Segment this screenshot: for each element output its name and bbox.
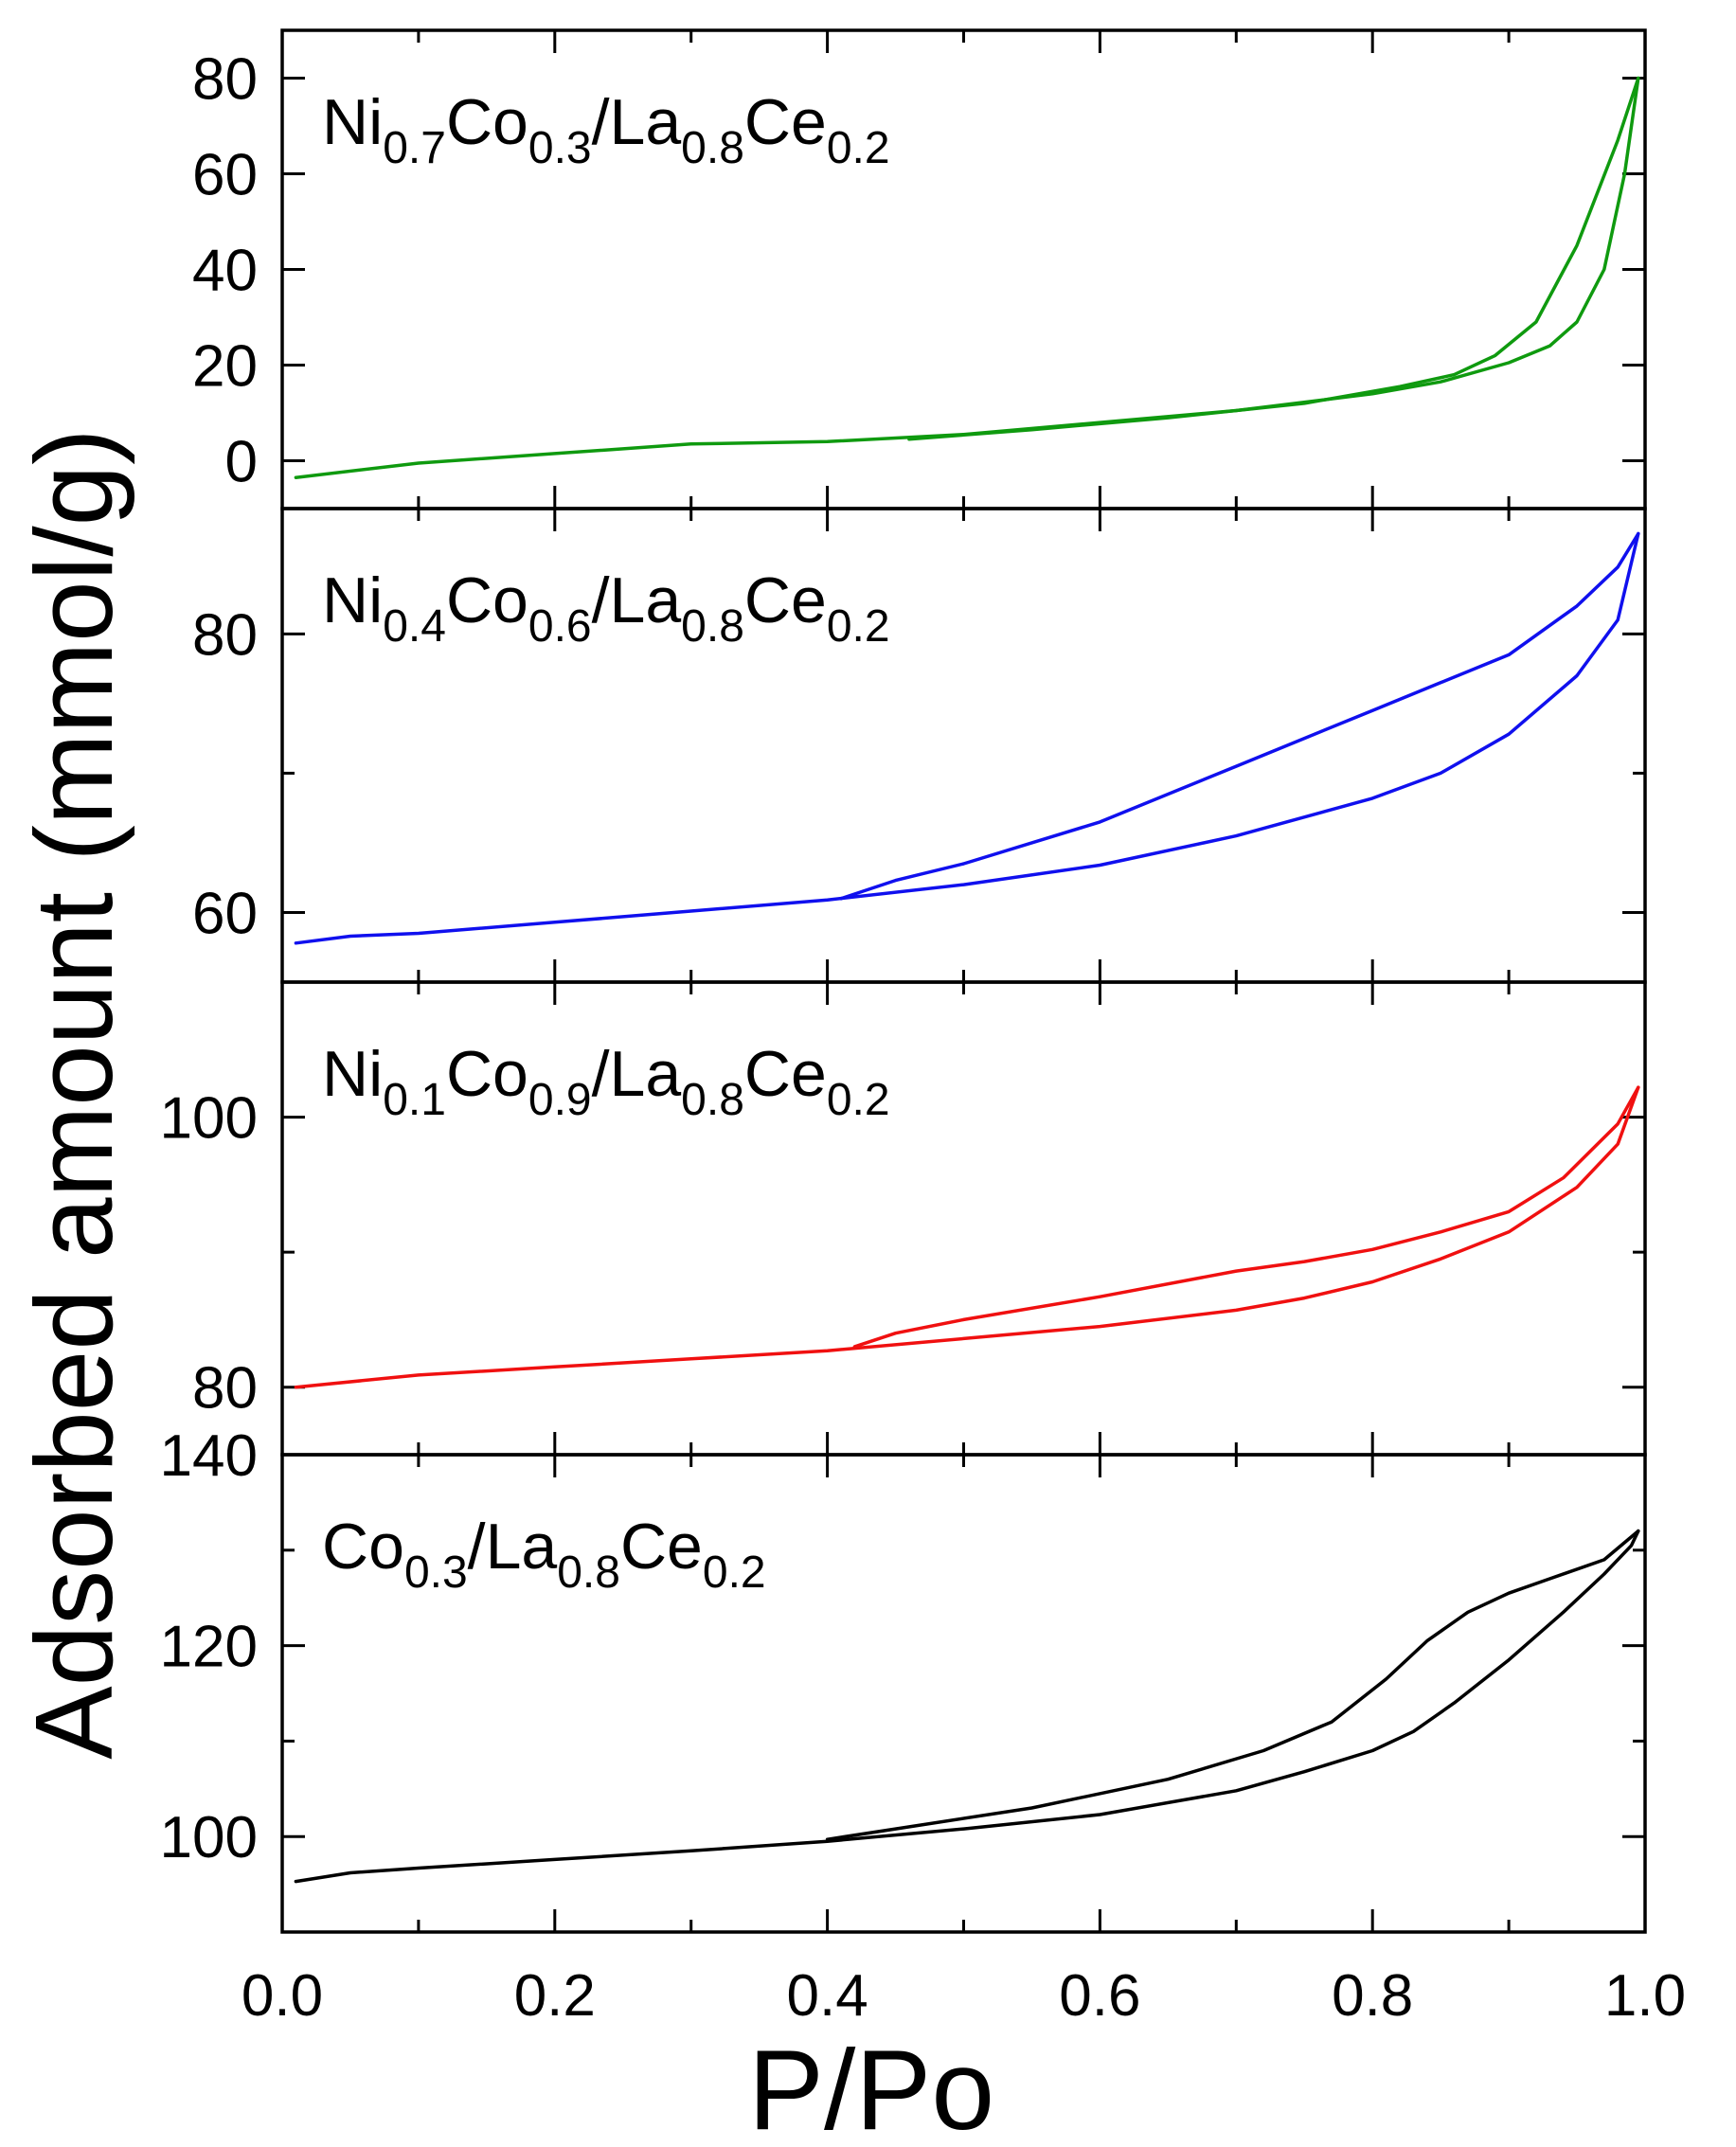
label-subscript: 0.6 bbox=[528, 601, 592, 652]
x-tick-label: 0.6 bbox=[1059, 1963, 1140, 2029]
label-text: Ni bbox=[322, 564, 383, 636]
label-subscript: 0.2 bbox=[827, 1075, 890, 1125]
label-subscript: 0.3 bbox=[528, 123, 592, 173]
y-tick-label: 80 bbox=[192, 1356, 258, 1422]
label-subscript: 0.1 bbox=[383, 1075, 446, 1125]
panel-label: Co0.3/La0.8Ce0.2 bbox=[322, 1511, 766, 1598]
label-text: Co bbox=[322, 1511, 404, 1583]
label-text: Co bbox=[446, 1038, 528, 1110]
label-subscript: 0.8 bbox=[681, 1075, 744, 1125]
label-text: Ni bbox=[322, 86, 383, 158]
y-tick-label: 40 bbox=[192, 239, 258, 304]
label-subscript: 0.2 bbox=[827, 123, 890, 173]
label-text: Ce bbox=[744, 86, 827, 158]
label-text: Ce bbox=[620, 1511, 703, 1583]
label-subscript: 0.9 bbox=[528, 1075, 592, 1125]
y-tick-label: 100 bbox=[160, 1086, 258, 1152]
label-text: /La bbox=[592, 564, 682, 636]
label-text: /La bbox=[592, 86, 682, 158]
panel-label: Ni0.1Co0.9/La0.8Ce0.2 bbox=[322, 1038, 890, 1125]
y-tick-label: 20 bbox=[192, 334, 258, 400]
panel-2: 60 80 Ni0.4Co0.6/La0.8Ce0.2 bbox=[192, 507, 1647, 984]
y-tick-label: 60 bbox=[192, 143, 258, 208]
x-axis-title: P/Po bbox=[748, 2027, 994, 2147]
label-subscript: 0.7 bbox=[383, 123, 446, 173]
label-text: Co bbox=[446, 86, 528, 158]
series-desorption bbox=[852, 1085, 1640, 1349]
label-text: Ce bbox=[744, 1038, 827, 1110]
panel-4: 100 120 140 Co0.3/La0.8Ce0.2 bbox=[160, 1423, 1647, 1934]
series-desorption bbox=[825, 1529, 1640, 1841]
x-tick-label: 0.4 bbox=[786, 1963, 868, 2029]
y-tick-label: 0 bbox=[225, 430, 258, 495]
x-tick-label: 0.8 bbox=[1332, 1963, 1413, 2029]
label-subscript: 0.4 bbox=[383, 601, 446, 652]
panel-1: 0 20 40 60 80 Ni0.7Co0.3/La0.8Ce0.2 bbox=[192, 28, 1647, 510]
series-desorption bbox=[839, 531, 1640, 901]
panel-label: Ni0.7Co0.3/La0.8Ce0.2 bbox=[322, 86, 890, 173]
x-tick-label: 1.0 bbox=[1604, 1963, 1686, 2029]
label-subscript: 0.3 bbox=[404, 1548, 468, 1598]
panel-3: 80 100 Ni0.1Co0.9/La0.8Ce0.2 bbox=[160, 980, 1647, 1457]
series-adsorption bbox=[294, 1085, 1640, 1389]
label-subscript: 0.8 bbox=[557, 1548, 620, 1598]
x-axis-tick-labels: 0.0 0.2 0.4 0.6 0.8 1.0 bbox=[242, 1963, 1686, 2029]
label-text: Co bbox=[446, 564, 528, 636]
label-subscript: 0.2 bbox=[827, 601, 890, 652]
label-subscript: 0.2 bbox=[703, 1548, 766, 1598]
y-axis-title: Adsorbed amount (mmol/g) bbox=[12, 428, 135, 1759]
panel-label: Ni0.4Co0.6/La0.8Ce0.2 bbox=[322, 564, 890, 652]
series-adsorption bbox=[294, 1529, 1640, 1884]
x-tick-label: 0.0 bbox=[242, 1963, 323, 2029]
series-desorption bbox=[907, 76, 1640, 441]
series-adsorption bbox=[294, 531, 1640, 945]
label-text: /La bbox=[468, 1511, 558, 1583]
y-tick-label: 120 bbox=[160, 1615, 258, 1680]
label-subscript: 0.8 bbox=[681, 601, 744, 652]
label-text: /La bbox=[592, 1038, 682, 1110]
y-tick-label: 80 bbox=[192, 602, 258, 668]
label-text: Ce bbox=[744, 564, 827, 636]
x-tick-label: 0.2 bbox=[514, 1963, 596, 2029]
y-tick-label: 140 bbox=[160, 1423, 258, 1489]
y-tick-label: 100 bbox=[160, 1805, 258, 1870]
label-text: Ni bbox=[322, 1038, 383, 1110]
y-tick-label: 60 bbox=[192, 881, 258, 946]
y-tick-label: 80 bbox=[192, 47, 258, 113]
label-subscript: 0.8 bbox=[681, 123, 744, 173]
